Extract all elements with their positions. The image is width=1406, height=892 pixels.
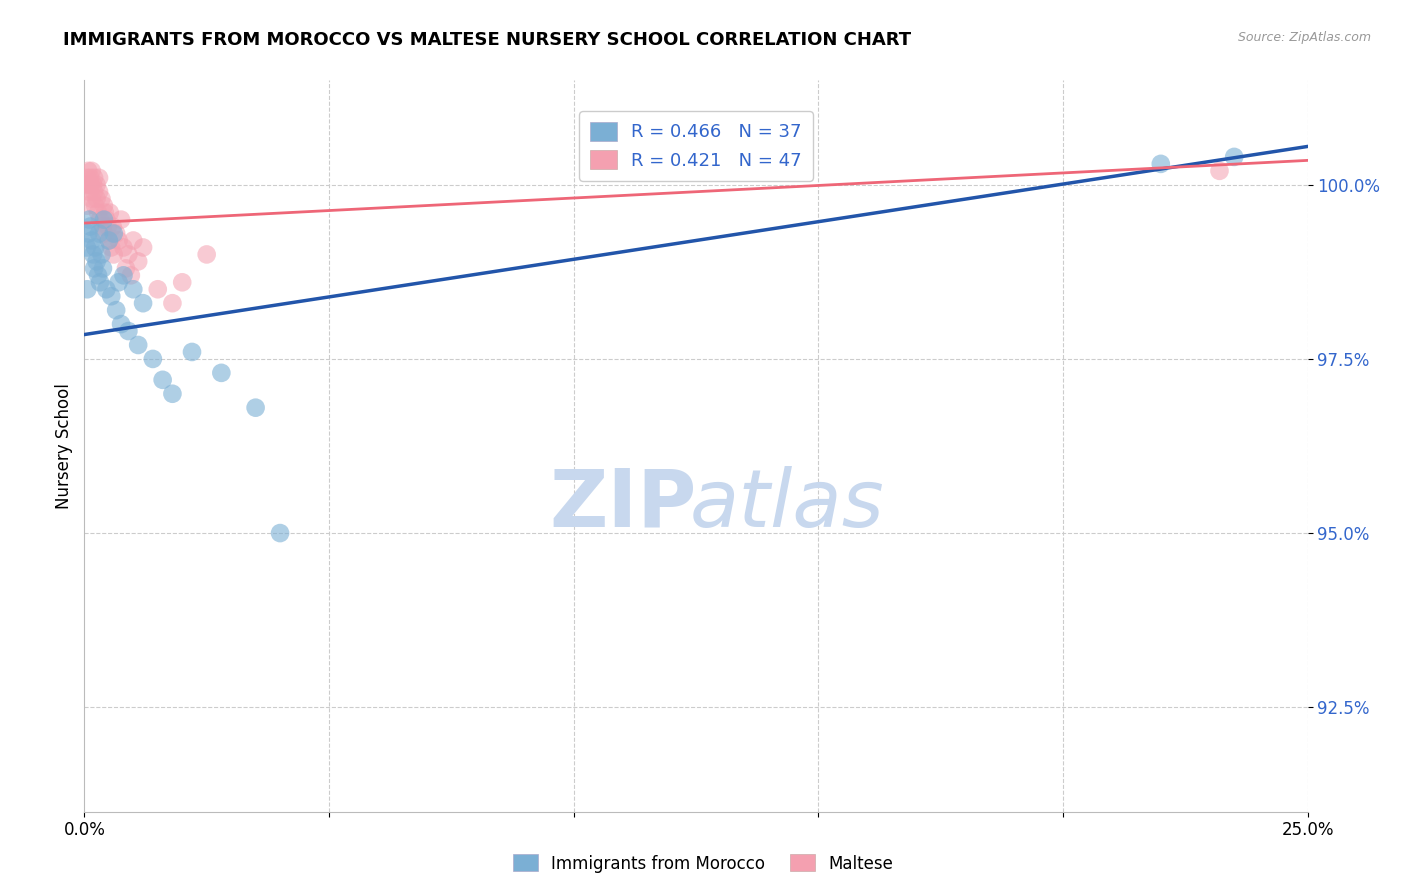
Point bbox=[100, 240, 122, 254]
Point bbox=[91, 219, 114, 234]
Point bbox=[83, 185, 105, 199]
Point bbox=[152, 373, 174, 387]
Point bbox=[82, 247, 104, 261]
Point bbox=[83, 261, 105, 276]
Text: IMMIGRANTS FROM MOROCCO VS MALTESE NURSERY SCHOOL CORRELATION CHART: IMMIGRANTS FROM MOROCCO VS MALTESE NURSE… bbox=[63, 31, 911, 49]
Point bbox=[1150, 157, 1173, 171]
Point bbox=[77, 212, 100, 227]
Point bbox=[110, 212, 132, 227]
Point bbox=[103, 227, 125, 241]
Point bbox=[87, 268, 110, 283]
Point bbox=[105, 227, 128, 241]
Point bbox=[87, 185, 110, 199]
Point bbox=[195, 247, 218, 261]
Point bbox=[77, 164, 100, 178]
Point bbox=[89, 275, 111, 289]
Point bbox=[90, 192, 112, 206]
Point bbox=[84, 240, 107, 254]
Point bbox=[96, 282, 118, 296]
Legend: Immigrants from Morocco, Maltese: Immigrants from Morocco, Maltese bbox=[506, 847, 900, 880]
Point bbox=[209, 366, 232, 380]
Point bbox=[82, 178, 104, 192]
Point bbox=[83, 170, 105, 185]
Point bbox=[84, 199, 107, 213]
Point bbox=[87, 205, 110, 219]
Point bbox=[1208, 164, 1230, 178]
Point bbox=[132, 240, 155, 254]
Point bbox=[80, 192, 103, 206]
Point bbox=[86, 178, 108, 192]
Point bbox=[97, 234, 120, 248]
Point bbox=[77, 185, 100, 199]
Point bbox=[94, 205, 117, 219]
Point bbox=[117, 324, 139, 338]
Point bbox=[127, 338, 149, 352]
Point bbox=[98, 205, 121, 219]
Point bbox=[80, 178, 103, 192]
Point bbox=[86, 254, 108, 268]
Text: Source: ZipAtlas.com: Source: ZipAtlas.com bbox=[1237, 31, 1371, 45]
Point bbox=[97, 234, 120, 248]
Point bbox=[86, 192, 108, 206]
Point bbox=[87, 227, 110, 241]
Point bbox=[172, 275, 194, 289]
Point bbox=[76, 199, 98, 213]
Point bbox=[146, 282, 169, 296]
Point bbox=[110, 317, 132, 331]
Point bbox=[79, 219, 101, 234]
Y-axis label: Nursery School: Nursery School bbox=[55, 383, 73, 509]
Point bbox=[93, 227, 115, 241]
Point bbox=[101, 219, 124, 234]
Text: ZIP: ZIP bbox=[550, 466, 696, 543]
Point bbox=[100, 289, 122, 303]
Point bbox=[87, 170, 110, 185]
Point bbox=[122, 234, 145, 248]
Point bbox=[112, 240, 135, 254]
Point bbox=[117, 247, 139, 261]
Point bbox=[115, 261, 138, 276]
Point bbox=[93, 199, 115, 213]
Point bbox=[93, 212, 115, 227]
Point bbox=[112, 268, 135, 283]
Point bbox=[96, 212, 118, 227]
Point bbox=[90, 247, 112, 261]
Point bbox=[80, 164, 103, 178]
Point bbox=[77, 227, 100, 241]
Point bbox=[76, 240, 98, 254]
Point bbox=[142, 351, 165, 366]
Point bbox=[80, 234, 103, 248]
Text: atlas: atlas bbox=[690, 466, 884, 543]
Point bbox=[120, 268, 142, 283]
Point bbox=[103, 247, 125, 261]
Point bbox=[107, 234, 129, 248]
Point bbox=[132, 296, 155, 310]
Point bbox=[91, 261, 114, 276]
Point bbox=[79, 170, 101, 185]
Point bbox=[245, 401, 267, 415]
Legend: R = 0.466   N = 37, R = 0.421   N = 47: R = 0.466 N = 37, R = 0.421 N = 47 bbox=[579, 112, 813, 181]
Point bbox=[162, 386, 184, 401]
Point bbox=[269, 526, 291, 541]
Point bbox=[127, 254, 149, 268]
Point bbox=[76, 282, 98, 296]
Point bbox=[162, 296, 184, 310]
Point bbox=[76, 178, 98, 192]
Point bbox=[89, 212, 111, 227]
Point bbox=[122, 282, 145, 296]
Point bbox=[105, 303, 128, 318]
Point bbox=[76, 170, 98, 185]
Point bbox=[107, 275, 129, 289]
Point bbox=[77, 178, 100, 192]
Point bbox=[97, 219, 120, 234]
Point bbox=[1223, 150, 1246, 164]
Point bbox=[181, 345, 204, 359]
